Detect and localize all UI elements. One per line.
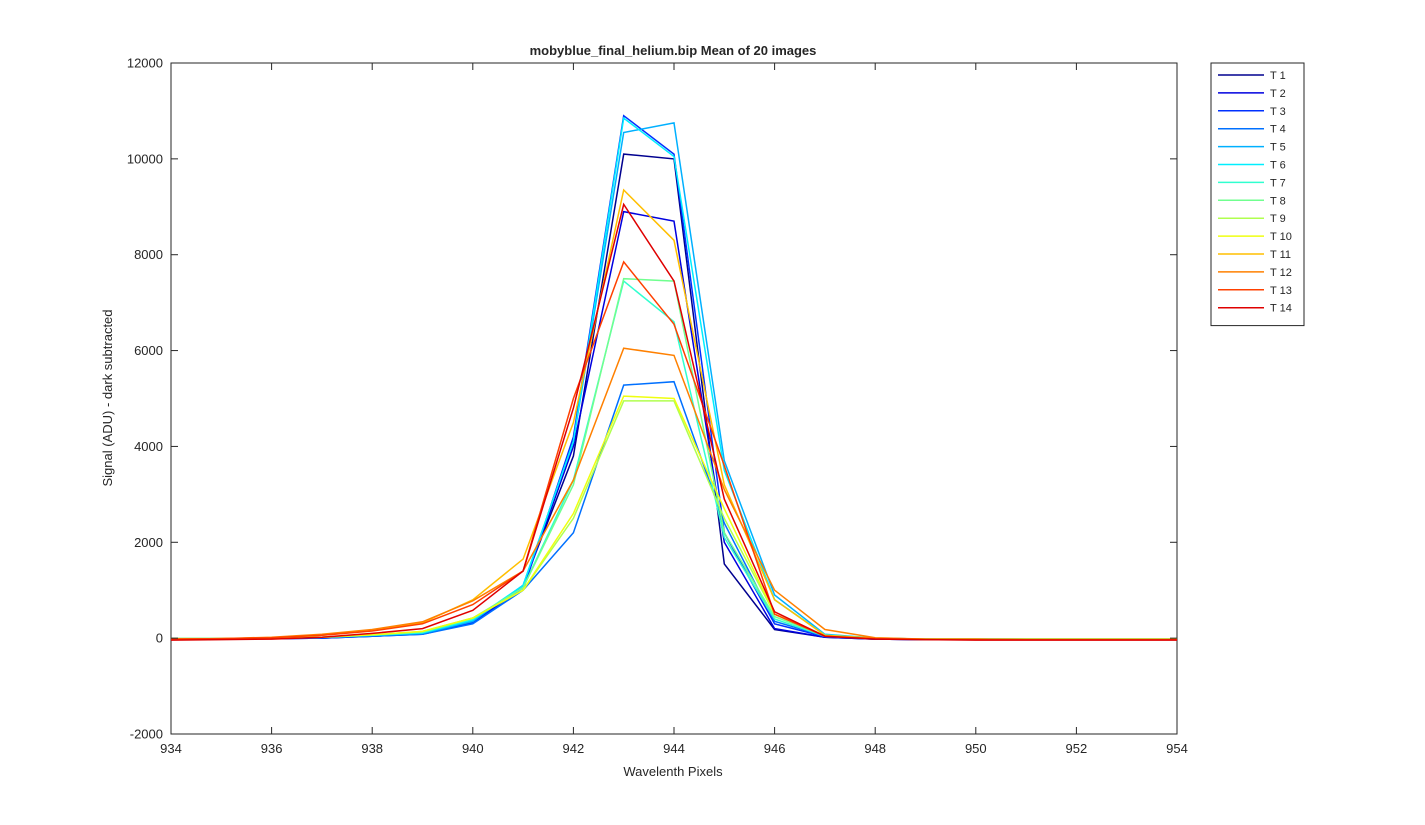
series-layer [170, 114, 1177, 641]
legend-label: T 11 [1270, 249, 1291, 261]
legend-label: T 10 [1270, 231, 1292, 243]
legend: T 1 T 2 T 3 T 4 T 5 T 6 T 7 T 8 T 9 T 10 T 11 T 12 T… [1210, 62, 1305, 327]
x-axis-label: Wavelenth Pixels [623, 764, 723, 779]
legend-label: T 12 [1270, 267, 1292, 279]
legend-label: T 4 [1270, 124, 1286, 136]
x-tick-label: 944 [663, 741, 685, 756]
y-tick-label: 0 [156, 631, 163, 646]
y-tick-label: 10000 [127, 151, 163, 166]
legend-label: T 13 [1270, 285, 1292, 297]
x-tick-label: 948 [864, 741, 886, 756]
legend-label: T 6 [1270, 160, 1286, 172]
y-axis-label: Signal (ADU) - dark subtracted [100, 309, 115, 486]
x-tick-label: 952 [1066, 741, 1088, 756]
legend-label: T 1 [1270, 70, 1286, 82]
legend-label: T 7 [1270, 177, 1286, 189]
legend-label: T 5 [1270, 142, 1286, 154]
legend-label: T 8 [1270, 195, 1286, 207]
y-tick-label: 8000 [134, 247, 163, 262]
y-tick-label: -2000 [130, 727, 163, 742]
series-line-t14 [170, 202, 1177, 641]
x-tick-label: 946 [764, 741, 786, 756]
y-tick-label: 4000 [134, 439, 163, 454]
y-tick-label: 12000 [127, 56, 163, 71]
x-tick-label: 936 [261, 741, 283, 756]
x-tick-label: 938 [361, 741, 383, 756]
x-tick-label: 942 [563, 741, 585, 756]
chart-title: mobyblue_final_helium.bip Mean of 20 ima… [530, 43, 817, 58]
x-tick-label: 934 [160, 741, 182, 756]
x-tick-label: 950 [965, 741, 987, 756]
legend-label: T 2 [1270, 88, 1286, 100]
legend-label: T 3 [1270, 106, 1286, 118]
x-tick-label: 954 [1166, 741, 1188, 756]
legend-label: T 14 [1270, 303, 1292, 315]
y-tick-label: 2000 [134, 535, 163, 550]
legend-label: T 9 [1270, 213, 1286, 225]
axis-layer: 934 936 938 940 942 944 946 948 950 952 954 -2000 0 2… [127, 56, 1188, 757]
legend-box [1210, 62, 1305, 327]
y-tick-label: 6000 [134, 343, 163, 358]
x-tick-label: 940 [462, 741, 484, 756]
